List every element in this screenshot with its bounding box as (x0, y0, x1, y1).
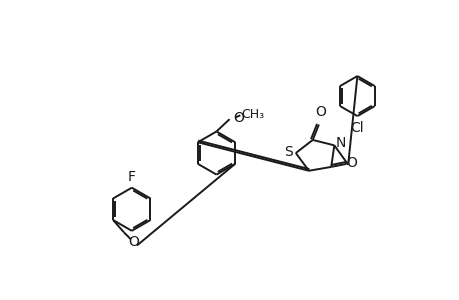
Text: Cl: Cl (350, 121, 364, 135)
Text: F: F (128, 170, 135, 184)
Text: O: O (233, 111, 244, 124)
Text: O: O (128, 236, 139, 249)
Text: O: O (314, 105, 325, 119)
Text: S: S (284, 145, 293, 158)
Text: N: N (335, 136, 345, 150)
Text: CH₃: CH₃ (241, 108, 263, 121)
Text: O: O (346, 156, 357, 170)
